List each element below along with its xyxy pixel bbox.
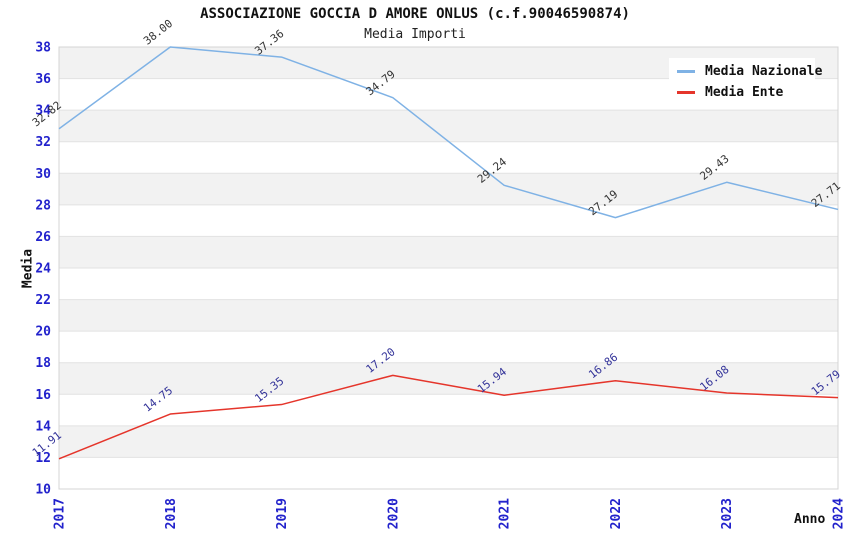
- y-axis-title: Media: [20, 248, 36, 289]
- x-tick-label: 2024: [832, 498, 847, 529]
- plot-band: [59, 173, 838, 205]
- x-tick-label: 2019: [275, 498, 290, 529]
- x-tick-label: 2021: [498, 498, 513, 529]
- plot-band: [59, 425, 838, 458]
- series-line-media-ente: [58, 374, 839, 460]
- y-tick-label: 34: [35, 104, 51, 119]
- y-tick-label: 18: [35, 356, 51, 371]
- x-tick-label: 2023: [720, 498, 735, 529]
- plot-band: [59, 362, 838, 395]
- legend: Media Nazionale Media Ente: [669, 58, 822, 108]
- x-axis-title: Anno: [794, 512, 826, 527]
- y-tick-label: 20: [35, 325, 51, 340]
- y-tick-label: 10: [35, 483, 51, 498]
- plot-band: [59, 110, 838, 142]
- y-tick-label: 16: [35, 388, 51, 403]
- x-tick-label: 2020: [386, 498, 401, 529]
- y-tick-label: 24: [35, 262, 51, 277]
- y-tick-label: 26: [35, 230, 51, 245]
- plot-band: [59, 299, 838, 332]
- y-tick-label: 30: [35, 167, 51, 182]
- y-tick-label: 22: [35, 293, 51, 308]
- chart-subtitle: Media Importi: [364, 27, 466, 42]
- x-tick-label: 2018: [164, 498, 179, 529]
- legend-item-media-nazionale[interactable]: Media Nazionale: [669, 61, 822, 82]
- red-line-swatch-icon: [677, 91, 695, 94]
- series-line-media-nazionale: [58, 46, 839, 219]
- blue-line-swatch-icon: [677, 70, 695, 73]
- y-tick-label: 38: [35, 41, 51, 56]
- y-tick-label: 32: [35, 135, 51, 150]
- plot-band: [59, 236, 838, 268]
- y-tick-label: 12: [35, 451, 51, 466]
- legend-label: Media Nazionale: [705, 64, 823, 79]
- y-tick-label: 28: [35, 198, 51, 213]
- y-tick-label: 36: [35, 72, 51, 87]
- chart-title: ASSOCIAZIONE GOCCIA D AMORE ONLUS (c.f.9…: [200, 6, 630, 22]
- x-tick-label: 2017: [53, 498, 68, 529]
- data-label-media-nazionale: 38.00: [141, 17, 175, 48]
- legend-item-media-ente[interactable]: Media Ente: [669, 82, 815, 103]
- y-tick-label: 14: [35, 419, 51, 434]
- x-tick-label: 2022: [609, 498, 624, 529]
- plot-border: [58, 46, 839, 490]
- legend-label: Media Ente: [705, 85, 784, 100]
